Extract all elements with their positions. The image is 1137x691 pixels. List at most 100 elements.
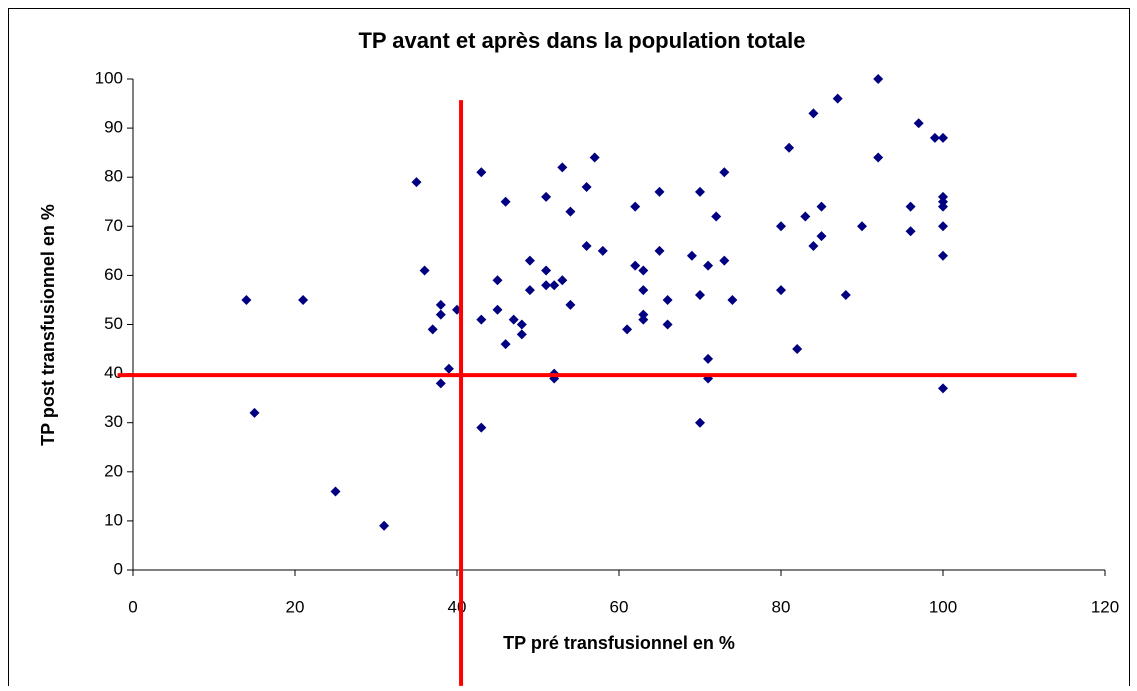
point: [654, 186, 665, 197]
point: [630, 201, 641, 212]
point: [857, 221, 867, 232]
y-tick-label: 20: [104, 461, 123, 480]
y-tick-label: 70: [104, 216, 123, 235]
point: [816, 201, 827, 212]
point: [792, 344, 803, 355]
y-tick-label: 90: [104, 118, 123, 137]
point: [695, 290, 705, 301]
point: [695, 417, 705, 428]
point: [565, 206, 576, 217]
point: [492, 304, 503, 315]
point: [703, 353, 714, 364]
point: [703, 260, 714, 271]
point: [654, 245, 665, 256]
point: [581, 182, 592, 193]
point: [443, 363, 454, 374]
point: [808, 240, 819, 251]
point: [516, 329, 527, 340]
point: [695, 186, 705, 197]
x-tick-label: 40: [448, 597, 467, 616]
point: [541, 280, 552, 291]
point: [913, 118, 924, 129]
point: [508, 314, 519, 325]
point: [500, 196, 511, 207]
point: [435, 309, 446, 320]
point: [476, 167, 487, 178]
point: [938, 221, 948, 232]
x-axis-label: TP pré transfusionnel en %: [503, 633, 735, 653]
point: [427, 324, 438, 335]
point: [435, 378, 446, 389]
point: [500, 339, 511, 350]
point: [938, 250, 948, 261]
point: [541, 265, 552, 276]
x-tick-label: 120: [1091, 597, 1119, 616]
point: [905, 201, 916, 212]
point: [557, 275, 568, 286]
point: [241, 294, 252, 305]
point: [597, 245, 608, 256]
point: [419, 265, 430, 276]
y-tick-label: 10: [104, 510, 123, 529]
point: [662, 294, 673, 305]
point: [905, 226, 916, 237]
point: [938, 383, 948, 394]
point: [249, 407, 260, 418]
point: [589, 152, 600, 163]
point: [630, 260, 641, 271]
chart-title: TP avant et après dans la population tot…: [358, 28, 805, 53]
x-tick-label: 60: [610, 597, 629, 616]
point: [516, 319, 527, 330]
y-tick-label: 50: [104, 314, 123, 333]
point: [411, 177, 422, 188]
point: [686, 250, 697, 261]
point: [873, 74, 884, 84]
point: [808, 108, 819, 119]
point: [784, 142, 795, 153]
point: [776, 221, 786, 232]
point: [727, 294, 738, 305]
point: [622, 324, 633, 335]
y-tick-label: 60: [104, 265, 123, 284]
point: [929, 132, 940, 143]
y-tick-label: 0: [114, 559, 123, 578]
point: [840, 290, 851, 301]
y-tick-label: 30: [104, 412, 123, 431]
point: [832, 93, 843, 104]
y-tick-label: 40: [104, 363, 123, 382]
point: [816, 231, 827, 242]
point: [719, 167, 730, 178]
point: [524, 255, 535, 266]
point: [938, 132, 948, 143]
point: [638, 314, 649, 325]
y-tick-label: 100: [95, 68, 123, 87]
point: [541, 191, 552, 202]
x-tick-label: 20: [286, 597, 305, 616]
point: [476, 314, 487, 325]
point: [873, 152, 884, 163]
point: [565, 299, 576, 310]
point: [492, 275, 503, 286]
point: [330, 486, 341, 497]
y-axis-label: TP post transfusionnel en %: [38, 204, 58, 446]
point: [638, 285, 649, 296]
point: [557, 162, 568, 173]
point: [476, 422, 487, 433]
x-tick-label: 100: [929, 597, 957, 616]
x-tick-label: 0: [128, 597, 137, 616]
point: [711, 211, 722, 222]
point: [638, 265, 649, 276]
point: [719, 255, 730, 266]
point: [800, 211, 811, 222]
point: [549, 280, 560, 291]
y-tick-label: 80: [104, 167, 123, 186]
chart-border: [8, 8, 1130, 691]
point: [938, 201, 948, 212]
point: [298, 294, 309, 305]
point: [379, 520, 390, 531]
x-tick-label: 80: [772, 597, 791, 616]
point: [435, 299, 446, 310]
point: [662, 319, 673, 330]
point: [581, 240, 592, 251]
